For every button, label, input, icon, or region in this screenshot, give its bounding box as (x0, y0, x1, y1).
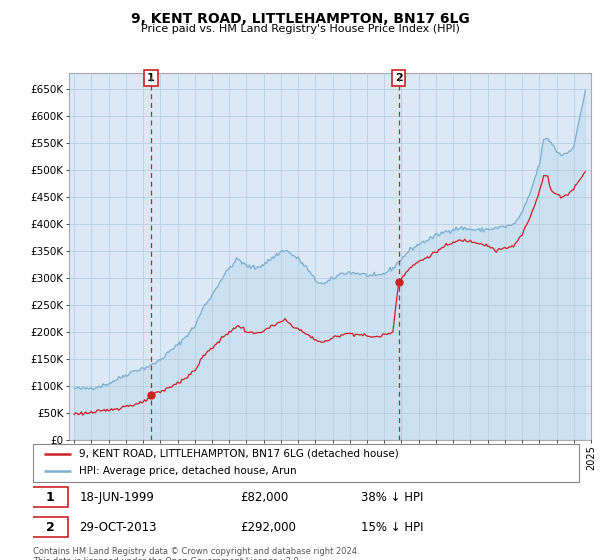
Text: 1: 1 (147, 73, 155, 83)
FancyBboxPatch shape (32, 487, 68, 507)
Text: 38% ↓ HPI: 38% ↓ HPI (361, 491, 423, 503)
Text: HPI: Average price, detached house, Arun: HPI: Average price, detached house, Arun (79, 466, 297, 477)
Text: 9, KENT ROAD, LITTLEHAMPTON, BN17 6LG: 9, KENT ROAD, LITTLEHAMPTON, BN17 6LG (131, 12, 469, 26)
Text: 2: 2 (46, 521, 55, 534)
Text: 15% ↓ HPI: 15% ↓ HPI (361, 521, 423, 534)
Text: Contains HM Land Registry data © Crown copyright and database right 2024.
This d: Contains HM Land Registry data © Crown c… (33, 547, 359, 560)
Text: Price paid vs. HM Land Registry's House Price Index (HPI): Price paid vs. HM Land Registry's House … (140, 24, 460, 34)
Text: 18-JUN-1999: 18-JUN-1999 (79, 491, 154, 503)
Text: 1: 1 (46, 491, 55, 503)
Text: 29-OCT-2013: 29-OCT-2013 (79, 521, 157, 534)
Text: 9, KENT ROAD, LITTLEHAMPTON, BN17 6LG (detached house): 9, KENT ROAD, LITTLEHAMPTON, BN17 6LG (d… (79, 449, 399, 459)
FancyBboxPatch shape (32, 517, 68, 538)
Text: 2: 2 (395, 73, 403, 83)
Text: £82,000: £82,000 (241, 491, 289, 503)
Text: £292,000: £292,000 (241, 521, 296, 534)
